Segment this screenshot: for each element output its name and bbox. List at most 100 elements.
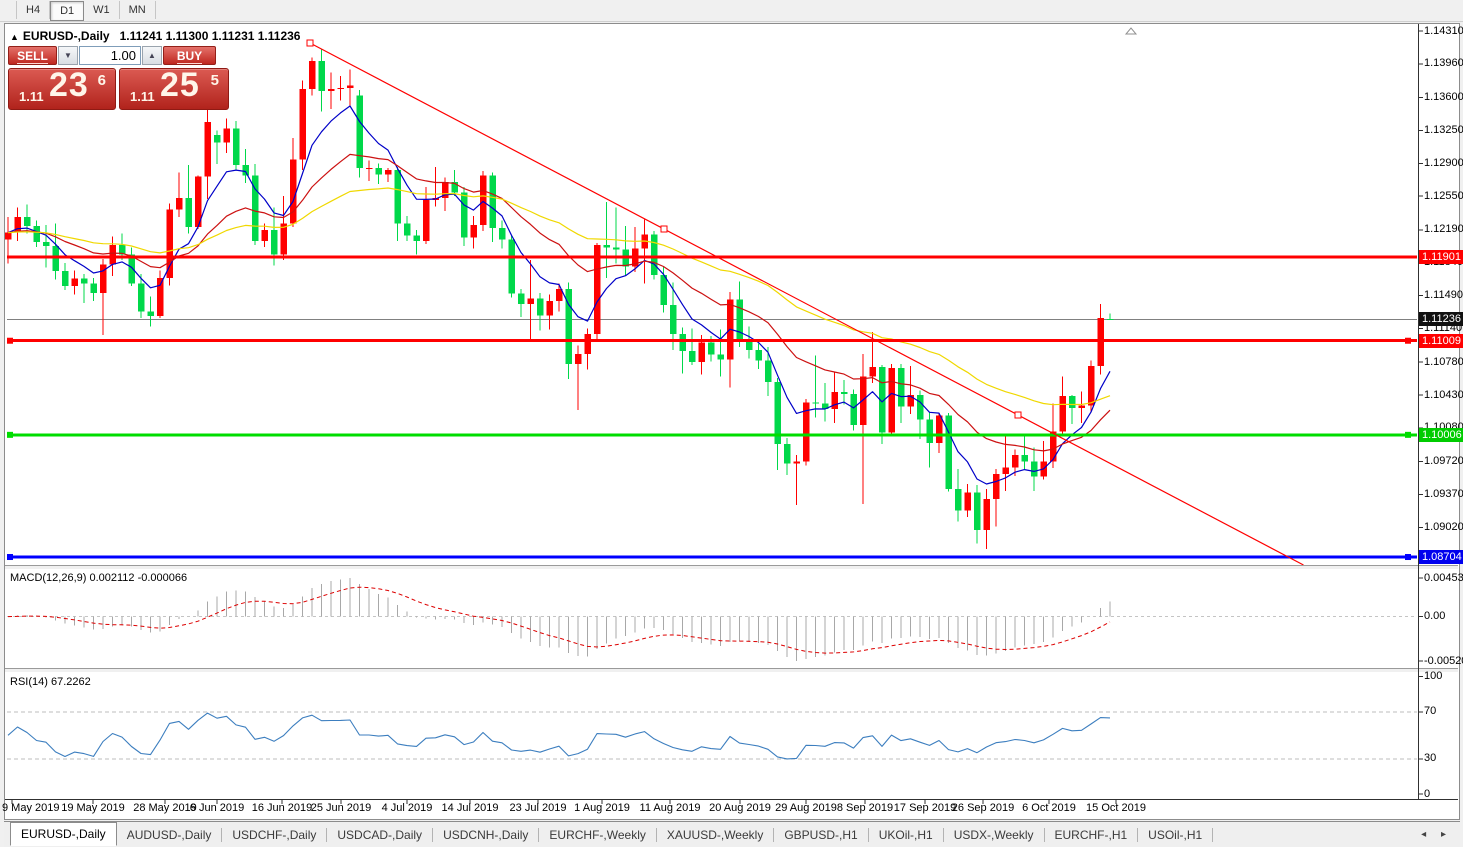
price-tag: 1.10006 bbox=[1419, 427, 1463, 442]
timeframe-buttons: H4 D1 W1 MN bbox=[16, 0, 156, 21]
tab-separator bbox=[432, 827, 434, 842]
date-label: 6 Jun 2019 bbox=[189, 802, 245, 814]
timeframe-button-h4[interactable]: H4 bbox=[16, 0, 51, 19]
buy-price-button[interactable]: 1.11 25 5 bbox=[119, 66, 229, 110]
date-label: 15 Oct 2019 bbox=[1086, 802, 1146, 814]
tab-separator bbox=[942, 827, 944, 842]
buy-button-label: BUY bbox=[176, 49, 203, 64]
trade-controls-row: SELL ▼ ▲ BUY bbox=[8, 46, 230, 65]
chevron-up-icon: ▲ bbox=[148, 51, 156, 60]
ohlc-values: 1.11241 1.11300 1.11231 1.11236 bbox=[119, 29, 301, 43]
tab-scroll-left-button[interactable]: ◂ bbox=[1421, 829, 1432, 840]
buy-price-big: 25 bbox=[160, 66, 200, 104]
price-tick-label: 1.13250 bbox=[1424, 123, 1463, 136]
tab-separator bbox=[1212, 827, 1214, 842]
date-label: 11 Aug 2019 bbox=[639, 802, 701, 814]
chart-tabs: EURUSD-,Daily AUDUSD-,Daily USDCHF-,Daily U… bbox=[10, 821, 1214, 847]
price-tick-label: 1.09370 bbox=[1424, 488, 1463, 501]
date-label: 9 May 2019 bbox=[2, 802, 60, 814]
tab-separator bbox=[773, 827, 775, 842]
rsi-axis-label: 70 bbox=[1424, 705, 1437, 718]
date-label: 8 Sep 2019 bbox=[836, 802, 894, 814]
tab-usdcad-daily[interactable]: USDCAD-,Daily bbox=[337, 827, 423, 842]
price-tag: 1.11901 bbox=[1419, 250, 1463, 265]
macd-axis-label: 0.00 bbox=[1424, 610, 1446, 623]
sell-price-prefix: 1.11 bbox=[19, 89, 44, 104]
left-arrow-icon: ◂ bbox=[1421, 829, 1433, 840]
date-label: 26 Sep 2019 bbox=[951, 802, 1015, 814]
price-tick-label: 1.12190 bbox=[1424, 223, 1463, 236]
tab-audusd-daily[interactable]: AUDUSD-,Daily bbox=[126, 827, 212, 842]
price-tick-label: 1.09720 bbox=[1424, 455, 1463, 468]
volume-up-button[interactable]: ▲ bbox=[142, 46, 162, 65]
trade-prices-row: 1.11 23 6 1.11 25 5 bbox=[8, 66, 230, 110]
chart-title: ▲ EURUSD-,Daily 1.11241 1.11300 1.11231 1.… bbox=[10, 29, 300, 43]
symbol-name: EURUSD-,Daily bbox=[22, 29, 110, 43]
tab-usdx-weekly[interactable]: USDX-,Weekly bbox=[953, 827, 1034, 842]
one-click-trading-widget: SELL ▼ ▲ BUY 1.11 23 6 1.11 25 5 bbox=[8, 46, 230, 110]
tab-separator bbox=[655, 827, 657, 842]
date-label: 14 Jul 2019 bbox=[441, 802, 499, 814]
tab-eurusd-daily[interactable]: EURUSD-,Daily bbox=[10, 821, 117, 846]
tab-gbpusd-h1[interactable]: GBPUSD-,H1 bbox=[784, 827, 858, 842]
sell-price-sup: 6 bbox=[97, 72, 106, 89]
tab-separator bbox=[538, 827, 540, 842]
sell-price-big: 23 bbox=[49, 66, 89, 104]
timeframe-button-d1[interactable]: D1 bbox=[50, 0, 85, 21]
price-tick-label: 1.10430 bbox=[1424, 388, 1463, 401]
sell-button[interactable]: SELL bbox=[8, 46, 57, 65]
date-label: 4 Jul 2019 bbox=[381, 802, 433, 814]
rsi-axis-label: 30 bbox=[1424, 752, 1437, 765]
date-label: 6 Oct 2019 bbox=[1022, 802, 1076, 814]
tab-eurchf-h1[interactable]: EURCHF-,H1 bbox=[1054, 827, 1128, 842]
tab-scroll-arrows: ◂ ▸ bbox=[1421, 829, 1452, 840]
tab-ukoil-h1[interactable]: UKOil-,H1 bbox=[878, 827, 933, 842]
price-tick-label: 1.09020 bbox=[1424, 520, 1463, 533]
rsi-axis-label: 100 bbox=[1424, 670, 1443, 682]
timeframe-button-mn[interactable]: MN bbox=[120, 0, 156, 19]
volume-input[interactable] bbox=[79, 46, 141, 65]
rsi-label: RSI(14) 67.2262 bbox=[10, 676, 91, 688]
price-tick-label: 1.13960 bbox=[1424, 57, 1463, 70]
buy-price-prefix: 1.11 bbox=[130, 89, 155, 104]
chart-tabs-bar: EURUSD-,Daily AUDUSD-,Daily USDCHF-,Daily U… bbox=[4, 821, 1460, 847]
date-label: 29 Aug 2019 bbox=[775, 802, 837, 814]
buy-button[interactable]: BUY bbox=[163, 46, 216, 65]
chart-area[interactable] bbox=[4, 23, 1460, 820]
tab-separator bbox=[326, 827, 328, 842]
macd-axis-label: -0.005205 bbox=[1424, 654, 1463, 667]
macd-axis-label: 0.004536 bbox=[1424, 571, 1463, 584]
tab-usoil-h1[interactable]: USOil-,H1 bbox=[1148, 827, 1203, 842]
right-arrow-icon: ▸ bbox=[1440, 829, 1452, 840]
date-label: 16 Jun 2019 bbox=[251, 802, 313, 814]
tab-scroll-right-button[interactable]: ▸ bbox=[1441, 829, 1452, 840]
tab-xauusd-weekly[interactable]: XAUUSD-,Weekly bbox=[666, 827, 764, 842]
macd-label: MACD(12,26,9) 0.002112 -0.000066 bbox=[10, 572, 188, 584]
tab-eurchf-weekly[interactable]: EURCHF-,Weekly bbox=[549, 827, 646, 842]
tab-usdchf-daily[interactable]: USDCHF-,Daily bbox=[232, 827, 317, 842]
date-label: 23 Jul 2019 bbox=[509, 802, 567, 814]
buy-price-sup: 5 bbox=[210, 72, 219, 89]
symbol-marker-icon: ▲ bbox=[10, 32, 19, 42]
price-tick-label: 1.10780 bbox=[1424, 355, 1463, 368]
price-tick-label: 1.14310 bbox=[1424, 24, 1463, 37]
timeframe-button-w1[interactable]: W1 bbox=[84, 0, 120, 19]
tab-separator bbox=[221, 827, 223, 842]
price-tag: 1.11236 bbox=[1419, 312, 1463, 327]
chevron-down-icon: ▼ bbox=[64, 51, 72, 60]
price-tick-label: 1.13600 bbox=[1424, 91, 1463, 104]
tab-separator bbox=[867, 827, 869, 842]
price-tag: 1.11009 bbox=[1419, 333, 1463, 348]
price-tick-label: 1.12550 bbox=[1424, 189, 1463, 202]
price-tick-label: 1.12900 bbox=[1424, 156, 1463, 169]
rsi-axis-label: 0 bbox=[1424, 787, 1431, 800]
volume-down-button[interactable]: ▼ bbox=[58, 46, 78, 65]
tab-separator bbox=[1137, 827, 1139, 842]
timeframe-toolbar: H4 D1 W1 MN bbox=[0, 0, 1463, 22]
date-label: 1 Aug 2019 bbox=[574, 802, 630, 814]
date-label: 25 Jun 2019 bbox=[310, 802, 372, 814]
tab-usdcnh-daily[interactable]: USDCNH-,Daily bbox=[443, 827, 529, 842]
sell-price-button[interactable]: 1.11 23 6 bbox=[8, 66, 116, 110]
sell-button-label: SELL bbox=[17, 49, 48, 64]
